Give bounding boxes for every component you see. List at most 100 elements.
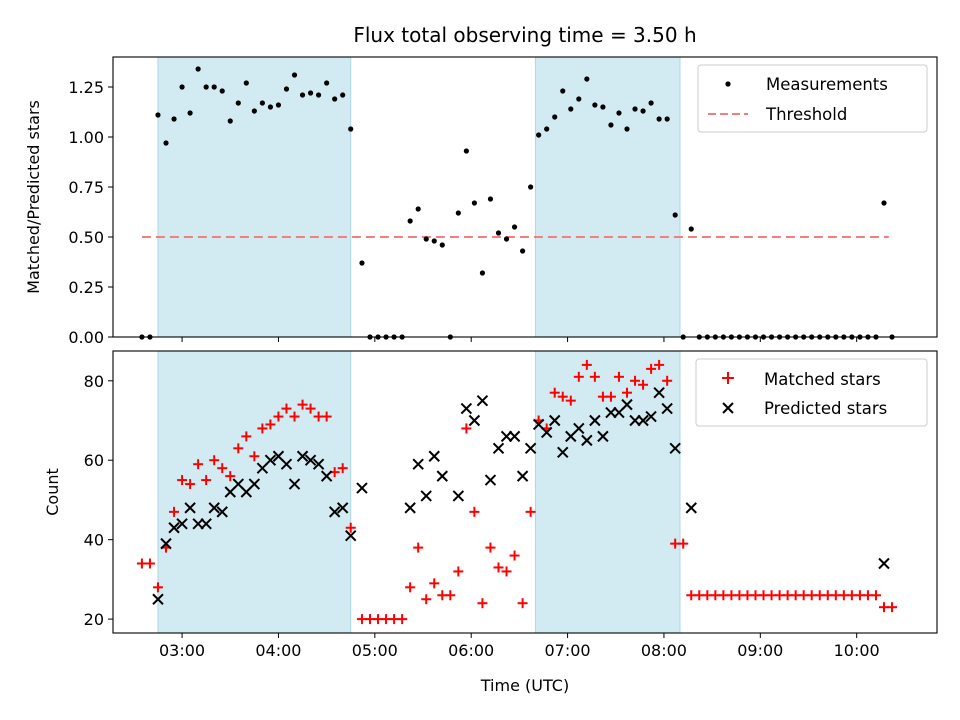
matched-star-point — [169, 506, 180, 517]
predicted-star-point — [549, 414, 561, 427]
measurement-point — [592, 102, 598, 108]
measurement-point — [359, 260, 365, 266]
count-x-ticks: 03:00 04:00 05:00 06:00 07:00 08:00 09:00 10:00 — [159, 633, 880, 660]
y-tick-label: 0.25 — [68, 278, 104, 297]
legend-label-measurements: Measurements — [766, 75, 888, 94]
predicted-star-point — [452, 490, 465, 502]
predicted-star-point — [581, 434, 593, 447]
measurement-point — [528, 184, 534, 190]
measurement-point — [275, 102, 282, 108]
measurement-point — [881, 200, 887, 206]
count-y-ticks: 20 40 60 80 — [84, 372, 113, 629]
predicted-star-point — [589, 414, 601, 427]
matched-star-point — [485, 542, 496, 553]
predicted-star-point — [312, 458, 325, 470]
y-tick-label: 40 — [84, 531, 104, 550]
measurement-point — [656, 116, 662, 122]
measurement-point — [291, 72, 298, 78]
predicted-star-point — [404, 502, 416, 514]
matched-star-point — [249, 451, 260, 462]
matched-star-point — [887, 602, 898, 613]
predicted-star-point — [176, 518, 188, 530]
predicted-star-point — [637, 414, 649, 427]
measurement-point — [423, 236, 429, 242]
y-tick-label: 20 — [84, 610, 104, 629]
legend-label-threshold: Threshold — [765, 105, 847, 124]
measurement-point — [195, 66, 201, 72]
predicted-star-point — [540, 426, 553, 439]
matched-star-point — [345, 522, 356, 533]
predicted-star-point — [264, 454, 277, 466]
matched-star-point — [321, 411, 332, 422]
predicted-star-point — [557, 446, 569, 458]
measurement-point — [211, 84, 217, 90]
measurement-point — [455, 210, 461, 216]
matched-star-point — [509, 550, 520, 561]
measurement-point — [640, 108, 646, 114]
count-y-axis-label: Count — [43, 468, 62, 516]
y-tick-label: 0.75 — [68, 178, 104, 197]
measurement-point — [348, 126, 354, 132]
matched-star-point — [549, 387, 560, 398]
ratio-x-ticks — [181, 337, 858, 342]
measurement-point — [227, 118, 233, 124]
measurement-point — [672, 212, 678, 218]
predicted-star-point — [152, 593, 164, 605]
count-legend: Matched stars Predicted stars — [695, 358, 928, 427]
x-tick-label: 07:00 — [545, 641, 591, 660]
measurement-point — [600, 104, 606, 110]
ratio-panel-frame — [112, 56, 938, 338]
matched-star-point — [152, 582, 163, 593]
matched-star-point — [461, 423, 472, 434]
predicted-star-point — [645, 410, 657, 423]
matched-star-point — [589, 371, 600, 382]
measurement-point — [179, 84, 185, 90]
matched-star-point — [453, 566, 464, 577]
ratio-legend: Measurements Threshold — [697, 64, 928, 133]
matched-star-point — [429, 578, 440, 589]
measurement-point — [299, 92, 306, 98]
predicted-star-point — [345, 529, 357, 542]
predicted-star-point — [460, 402, 473, 415]
matched-star-point — [469, 506, 480, 517]
predicted-star-point — [653, 386, 665, 399]
measurement-point — [576, 96, 582, 102]
measurement-point — [415, 206, 421, 212]
x-axis-label: Time (UTC) — [480, 676, 569, 695]
measurement-point — [463, 148, 469, 154]
x-tick-label: 10:00 — [834, 641, 880, 660]
predicted-star-point — [356, 482, 368, 494]
measurement-point — [503, 236, 510, 242]
matched-star-point — [225, 471, 236, 482]
predicted-star-point — [685, 502, 697, 514]
measurement-point — [283, 86, 290, 92]
matched-star-point — [289, 411, 300, 422]
predicted-star-point — [669, 442, 681, 455]
matched-star-point — [557, 391, 568, 402]
x-tick-label: 08:00 — [641, 641, 687, 660]
predicted-star-point — [573, 422, 585, 435]
predicted-star-point — [878, 557, 890, 570]
y-tick-label: 1.00 — [68, 128, 104, 147]
measurement-point — [332, 96, 338, 102]
matched-star-point — [217, 463, 228, 474]
matched-star-point — [337, 463, 348, 474]
predicted-star-point — [516, 470, 529, 482]
matched-star-point — [177, 475, 188, 486]
measurement-point — [431, 238, 437, 244]
measurement-point — [471, 200, 478, 206]
measurement-point — [495, 230, 502, 236]
y-tick-label: 1.25 — [68, 78, 104, 97]
measurement-point — [259, 100, 265, 106]
x-tick-label: 04:00 — [255, 641, 301, 660]
matched-star-point — [257, 423, 268, 434]
matched-star-point — [265, 419, 276, 430]
predicted-star-point — [428, 450, 440, 462]
measurement-point — [267, 104, 274, 110]
matched-star-point — [870, 590, 881, 601]
shaded-interval-1 — [534, 350, 681, 634]
y-tick-label: 80 — [84, 372, 104, 391]
chart-title: Flux total observing time = 3.50 h — [353, 23, 696, 47]
matched-star-point — [281, 403, 292, 414]
predicted-star-point — [168, 522, 180, 534]
